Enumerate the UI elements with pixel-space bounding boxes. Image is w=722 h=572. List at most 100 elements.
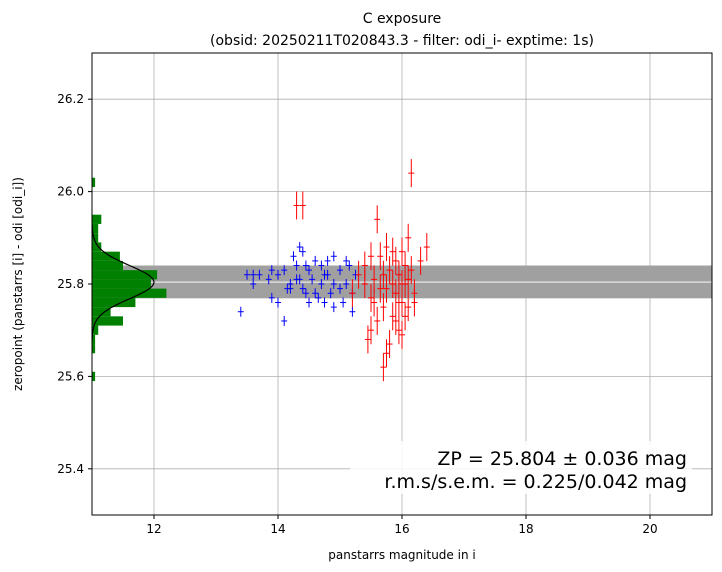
data-point — [287, 279, 294, 289]
x-tick-label: 16 — [394, 522, 409, 536]
data-point — [312, 255, 319, 266]
y-tick-label: 26.2 — [57, 92, 84, 106]
data-point — [402, 302, 409, 331]
data-point — [321, 269, 328, 280]
data-point — [371, 288, 378, 317]
data-point — [337, 283, 343, 294]
data-point — [423, 233, 430, 262]
data-point — [315, 292, 322, 303]
data-point — [408, 256, 415, 285]
data-point — [327, 288, 334, 299]
data-point — [368, 242, 374, 271]
annotation-zp: ZP = 25.804 ± 0.036 mag — [437, 448, 687, 470]
data-point — [324, 255, 331, 266]
y-axis-ticks: 25.4 25.6 25.8 26.0 26.2 — [57, 92, 92, 476]
data-point — [275, 269, 281, 280]
data-points — [237, 159, 430, 382]
data-point — [408, 159, 415, 188]
data-point — [302, 260, 309, 271]
data-point — [306, 297, 312, 308]
y-axis-label: zeropoint (panstarrs [i] - odi [odi_i]) — [11, 177, 25, 391]
data-point — [389, 270, 396, 298]
data-point — [256, 269, 263, 280]
histogram-bar — [92, 325, 99, 335]
data-point — [281, 265, 288, 276]
data-point — [343, 255, 350, 266]
data-point — [405, 223, 412, 252]
histogram-bar — [92, 297, 136, 308]
x-axis-label: panstarrs magnitude in i — [328, 548, 475, 562]
data-point — [265, 274, 272, 285]
data-point — [330, 251, 337, 262]
data-point — [380, 260, 387, 289]
data-point — [237, 306, 244, 317]
x-tick-label: 18 — [518, 522, 533, 536]
histogram-bar — [92, 334, 96, 345]
annotation-background — [350, 441, 692, 494]
data-point — [374, 205, 381, 234]
data-point — [395, 288, 402, 317]
data-point — [268, 265, 275, 276]
data-point — [290, 251, 297, 262]
chart-subtitle: (obsid: 20250211T020843.3 - filter: odi_… — [210, 33, 594, 49]
data-point — [250, 269, 257, 280]
data-point — [364, 325, 371, 354]
y-tick-label: 26.0 — [57, 185, 84, 199]
data-point — [349, 306, 356, 317]
data-point — [299, 246, 306, 257]
data-point — [399, 237, 405, 266]
data-point — [399, 270, 405, 298]
y-tick-label: 25.8 — [57, 277, 84, 291]
histogram-bar — [92, 242, 102, 252]
data-point — [392, 246, 399, 275]
data-point — [299, 283, 306, 294]
data-point — [281, 315, 288, 326]
data-point — [389, 302, 396, 331]
data-point — [293, 274, 300, 285]
data-point — [330, 302, 337, 313]
histogram-bar — [92, 214, 102, 224]
histogram-bar — [92, 316, 123, 326]
data-point — [402, 251, 409, 280]
data-point — [361, 270, 368, 298]
data-point — [392, 279, 399, 308]
data-point — [318, 279, 325, 289]
histogram-bar — [92, 307, 111, 317]
data-point — [368, 283, 374, 312]
data-point — [337, 265, 343, 276]
data-point — [250, 279, 257, 289]
x-tick-label: 12 — [146, 522, 161, 536]
data-point — [383, 274, 390, 303]
data-point — [395, 316, 402, 345]
histogram-bar — [92, 371, 96, 382]
data-point — [293, 191, 300, 220]
data-point — [302, 288, 309, 299]
data-point — [312, 288, 319, 299]
zeropoint-histogram — [91, 177, 167, 382]
histogram-bar — [92, 260, 123, 271]
data-point — [405, 265, 412, 294]
data-point — [405, 293, 412, 322]
data-point — [309, 274, 316, 285]
histogram-bar — [92, 223, 99, 234]
data-point — [355, 260, 362, 289]
data-point — [411, 288, 418, 317]
data-point — [349, 279, 356, 308]
x-tick-label: 20 — [642, 522, 657, 536]
data-point — [395, 260, 402, 289]
data-point — [244, 269, 250, 280]
data-point — [330, 279, 337, 289]
data-point — [399, 320, 405, 349]
histogram-bar — [92, 177, 96, 187]
data-point — [374, 306, 381, 335]
data-point — [299, 191, 306, 220]
data-point — [377, 242, 384, 271]
data-point — [340, 297, 347, 308]
x-tick-label: 14 — [270, 522, 285, 536]
data-point — [383, 339, 390, 368]
data-point — [380, 353, 387, 382]
histogram-bar — [92, 233, 99, 243]
data-point — [417, 246, 424, 275]
histogram-bar — [92, 288, 167, 298]
data-point — [343, 279, 350, 289]
